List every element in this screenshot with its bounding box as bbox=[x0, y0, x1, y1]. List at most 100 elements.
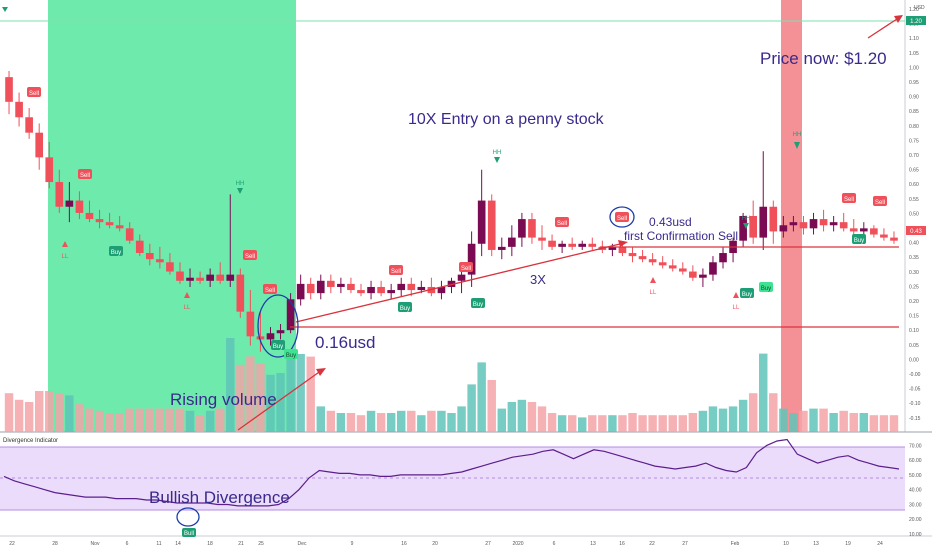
volume-bar bbox=[215, 408, 225, 432]
candle-body bbox=[35, 132, 44, 158]
price-tick-label: 0.50 bbox=[909, 211, 919, 217]
sell-marker: Sell bbox=[555, 217, 569, 227]
candle-body bbox=[628, 253, 637, 257]
volume-bar bbox=[226, 338, 235, 432]
price-tick-label: 0.75 bbox=[909, 138, 919, 144]
time-tick-label: 28 bbox=[52, 541, 58, 547]
volume-bar bbox=[4, 393, 14, 432]
volume-bar bbox=[618, 415, 627, 432]
sell-marker: Sell bbox=[842, 193, 856, 203]
volume-bar bbox=[527, 402, 537, 432]
volume-bar bbox=[356, 415, 366, 432]
hh-marker: HH bbox=[493, 150, 501, 163]
time-tick-label: 13 bbox=[590, 541, 596, 547]
candle-body bbox=[216, 274, 225, 281]
candle-body bbox=[678, 268, 687, 272]
time-axis-ticks: 22 28 Nov 6 11 14 18 21 25 Dec 9 16 20 27 2020 6 13 16 22 2… bbox=[9, 541, 883, 547]
volume-bar bbox=[447, 413, 456, 432]
price-tick-label: 0.60 bbox=[909, 182, 919, 188]
volume-bar bbox=[306, 356, 315, 432]
confirm-sell-label: first Confirmation Sell bbox=[624, 229, 738, 243]
volume-bar bbox=[34, 391, 44, 432]
candle-body bbox=[266, 333, 275, 340]
svg-text:LL: LL bbox=[733, 305, 740, 311]
candle-body bbox=[638, 256, 647, 260]
volume-bar bbox=[567, 415, 577, 432]
time-tick-label: 22 bbox=[9, 541, 15, 547]
headline-label: 10X Entry on a penny stock bbox=[408, 111, 605, 128]
volume-bar bbox=[648, 415, 657, 432]
candle-body bbox=[849, 228, 858, 232]
svg-text:Sell: Sell bbox=[461, 266, 471, 272]
time-tick-label: Dec bbox=[298, 541, 307, 547]
price-tick-label: 0.25 bbox=[909, 284, 919, 290]
candle-body bbox=[829, 222, 838, 226]
price-tick-label: -0.10 bbox=[909, 401, 921, 407]
current-price-tag-bg bbox=[906, 226, 926, 235]
indicator-tick-label: 10.00 bbox=[909, 532, 922, 538]
volume-bar bbox=[236, 364, 245, 432]
price-tick-label: -0.00 bbox=[909, 372, 921, 378]
hh-marker: HH bbox=[742, 216, 750, 229]
buy-marker: Buy bbox=[852, 234, 866, 244]
candle-body bbox=[608, 246, 617, 250]
candle-body bbox=[236, 274, 245, 312]
candle-body bbox=[316, 280, 325, 294]
sell-marker: Sell bbox=[78, 169, 92, 179]
time-tick-label: 27 bbox=[485, 541, 491, 547]
volume-bar bbox=[75, 404, 84, 432]
volume-bar bbox=[155, 408, 165, 432]
volume-bar bbox=[437, 410, 446, 432]
volume-bar bbox=[24, 402, 34, 432]
svg-text:Sell: Sell bbox=[80, 173, 90, 179]
candle-body bbox=[296, 283, 305, 300]
time-tick-label: 24 bbox=[877, 541, 883, 547]
time-tick-label: 20 bbox=[432, 541, 438, 547]
red-highlight-zone bbox=[781, 0, 802, 432]
currency-label: USD bbox=[914, 5, 925, 11]
svg-text:Buy: Buy bbox=[761, 286, 771, 292]
candle-body bbox=[487, 200, 496, 250]
volume-bar bbox=[396, 410, 406, 432]
svg-text:Sell: Sell bbox=[844, 197, 854, 203]
candle-body bbox=[528, 219, 536, 238]
buy-marker: Buy bbox=[740, 288, 754, 298]
entry-circle bbox=[257, 294, 299, 358]
candle-body bbox=[276, 330, 285, 334]
time-tick-label: 25 bbox=[258, 541, 264, 547]
price-tick-label: 0.65 bbox=[909, 168, 919, 174]
volume-bar bbox=[427, 410, 436, 432]
ll-marker: LL bbox=[184, 292, 191, 311]
candle-body bbox=[769, 206, 778, 232]
svg-text:Buy: Buy bbox=[286, 353, 296, 359]
volume-bar bbox=[517, 399, 527, 432]
volume-bar bbox=[477, 362, 486, 432]
candle-body bbox=[437, 286, 446, 294]
candle-body bbox=[85, 212, 94, 220]
price-now-arrow-head bbox=[894, 15, 903, 23]
volume-bar bbox=[718, 408, 728, 432]
candle-body bbox=[508, 237, 516, 247]
candle-body bbox=[779, 225, 788, 232]
gain-label: 3X bbox=[530, 272, 546, 287]
price-tick-label: 0.80 bbox=[909, 124, 919, 130]
time-tick-label: 16 bbox=[619, 541, 625, 547]
price-tick-label: 0.15 bbox=[909, 314, 919, 320]
trend-arrow-3x-head bbox=[618, 240, 628, 247]
volume-bar bbox=[165, 408, 175, 432]
candle-body bbox=[367, 286, 375, 294]
volume-bar bbox=[658, 415, 667, 432]
divergence-circle bbox=[176, 507, 200, 527]
price-tick-label: 0.35 bbox=[909, 255, 919, 261]
volume-bar bbox=[336, 413, 346, 432]
volume-bar bbox=[879, 415, 889, 432]
candle-body bbox=[145, 253, 154, 260]
time-tick-label: 22 bbox=[649, 541, 655, 547]
volume-arrow bbox=[237, 369, 323, 431]
sell-marker: Sell bbox=[243, 250, 257, 260]
candle-body bbox=[568, 243, 576, 247]
candle-body bbox=[45, 157, 54, 183]
volume-bar bbox=[346, 413, 356, 432]
price-tick-label: -0.15 bbox=[909, 416, 921, 422]
